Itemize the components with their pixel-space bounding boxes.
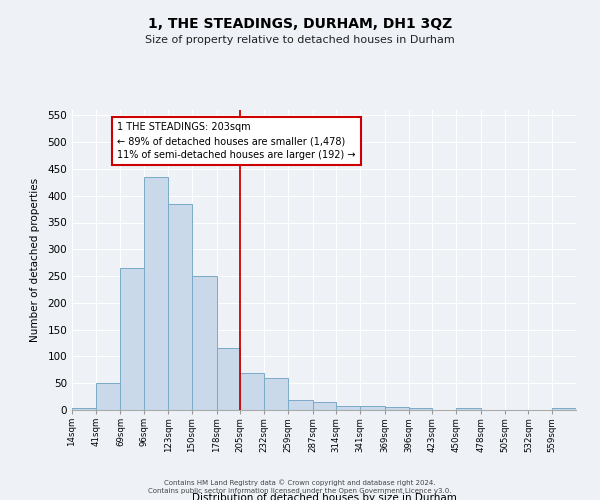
Bar: [313, 402, 337, 410]
Text: 1, THE STEADINGS, DURHAM, DH1 3QZ: 1, THE STEADINGS, DURHAM, DH1 3QZ: [148, 18, 452, 32]
Bar: [168, 204, 192, 410]
Bar: [385, 408, 409, 410]
Bar: [72, 408, 96, 410]
Bar: [121, 268, 144, 410]
X-axis label: Distribution of detached houses by size in Durham: Distribution of detached houses by size …: [191, 494, 457, 500]
Bar: [552, 408, 576, 410]
Bar: [264, 378, 288, 410]
Text: Contains HM Land Registry data © Crown copyright and database right 2024.: Contains HM Land Registry data © Crown c…: [164, 480, 436, 486]
Bar: [96, 383, 121, 410]
Bar: [240, 372, 264, 410]
Bar: [456, 408, 481, 410]
Y-axis label: Number of detached properties: Number of detached properties: [31, 178, 40, 342]
Bar: [360, 406, 385, 410]
Bar: [144, 177, 168, 410]
Text: Contains public sector information licensed under the Open Government Licence v3: Contains public sector information licen…: [148, 488, 452, 494]
Bar: [409, 408, 433, 410]
Bar: [337, 406, 360, 410]
Bar: [217, 348, 240, 410]
Text: Size of property relative to detached houses in Durham: Size of property relative to detached ho…: [145, 35, 455, 45]
Bar: [288, 400, 313, 410]
Text: 1 THE STEADINGS: 203sqm
← 89% of detached houses are smaller (1,478)
11% of semi: 1 THE STEADINGS: 203sqm ← 89% of detache…: [118, 122, 356, 160]
Bar: [192, 276, 217, 410]
